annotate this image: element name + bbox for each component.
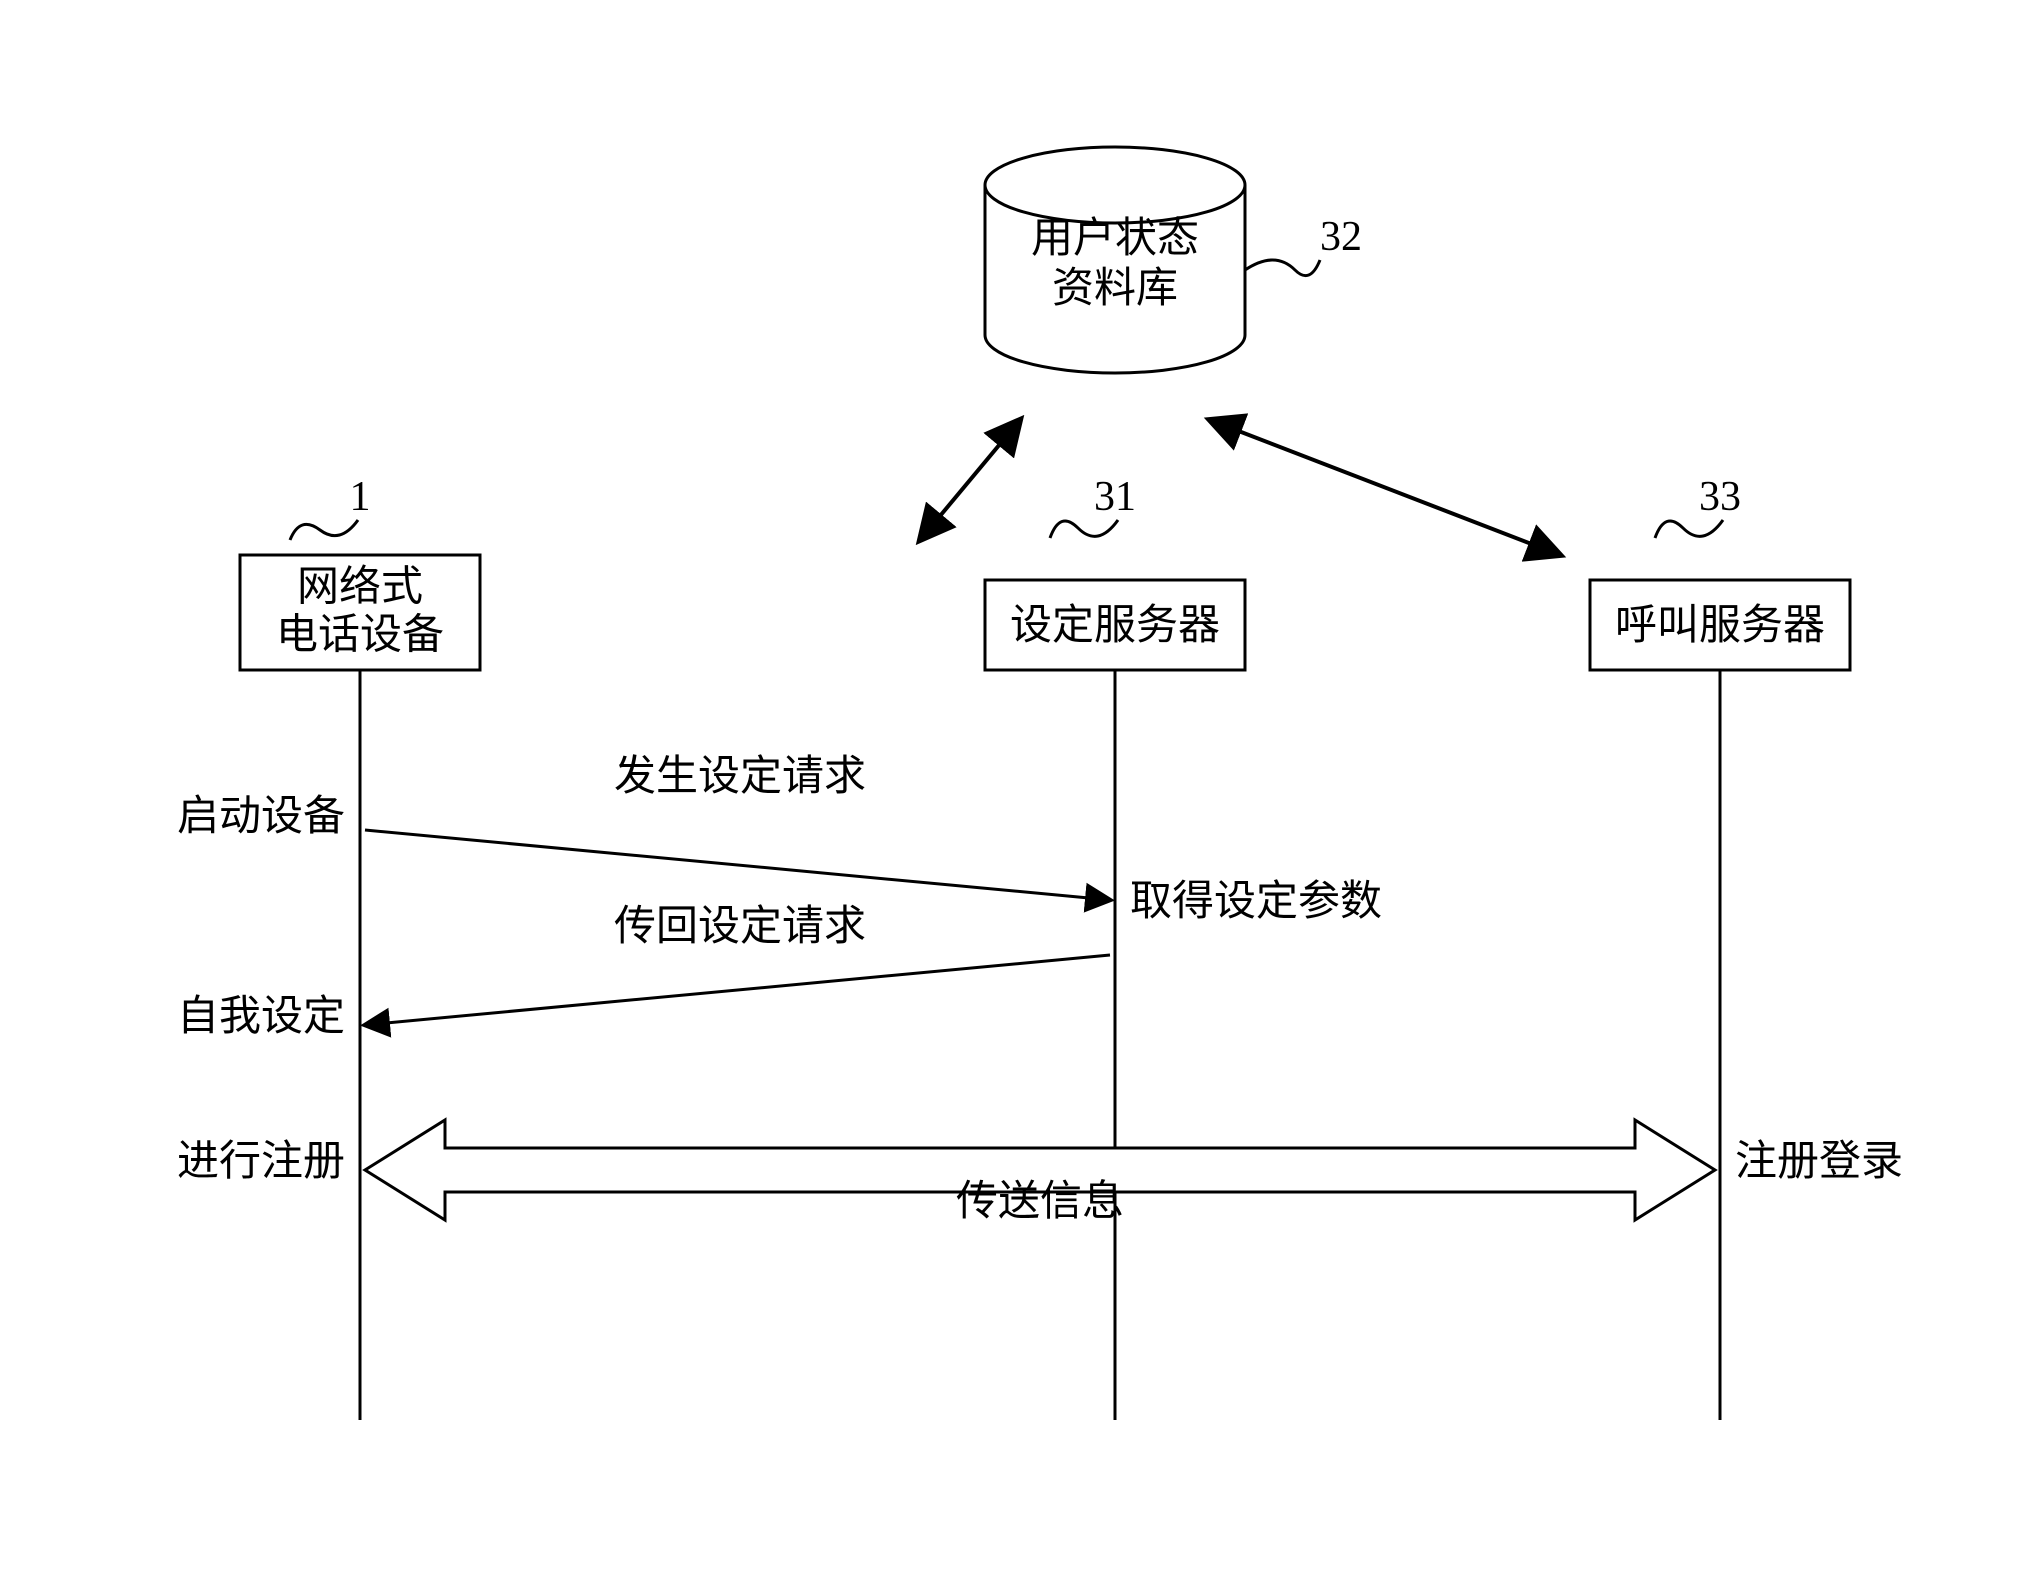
database-leader bbox=[1245, 260, 1320, 276]
actor-leader-call bbox=[1655, 520, 1723, 538]
database-num: 32 bbox=[1320, 214, 1362, 260]
msg-transmit-info: 传送信息 bbox=[956, 1178, 1124, 1225]
msg-self-config: 自我设定 bbox=[177, 993, 345, 1040]
arrow-send-request bbox=[365, 830, 1110, 900]
actor-leader-config bbox=[1050, 520, 1118, 538]
actor-num-call: 33 bbox=[1699, 474, 1741, 520]
msg-return-request: 传回设定请求 bbox=[614, 903, 866, 950]
database-label-2: 资料库 bbox=[1052, 266, 1178, 312]
database-label-1: 用户状态 bbox=[1031, 216, 1199, 262]
db-arrow-0 bbox=[920, 420, 1020, 540]
db-arrow-1 bbox=[1210, 420, 1560, 555]
msg-get-params: 取得设定参数 bbox=[1130, 878, 1382, 925]
actor-label1-config: 设定服务器 bbox=[1010, 602, 1220, 649]
arrow-return-request bbox=[365, 955, 1110, 1025]
msg-do-register: 进行注册 bbox=[177, 1138, 345, 1185]
msg-start-device: 启动设备 bbox=[177, 794, 345, 840]
actor-num-phone: 1 bbox=[350, 474, 371, 520]
msg-register-login: 注册登录 bbox=[1735, 1138, 1903, 1185]
database-top bbox=[985, 147, 1245, 223]
actor-num-config: 31 bbox=[1094, 474, 1136, 520]
actor-leader-phone bbox=[290, 520, 358, 540]
actor-label1-phone: 网络式 bbox=[297, 564, 423, 611]
actor-label2-phone: 电话设备 bbox=[276, 613, 444, 659]
msg-send-request: 发生设定请求 bbox=[614, 753, 866, 800]
actor-label1-call: 呼叫服务器 bbox=[1615, 603, 1825, 649]
